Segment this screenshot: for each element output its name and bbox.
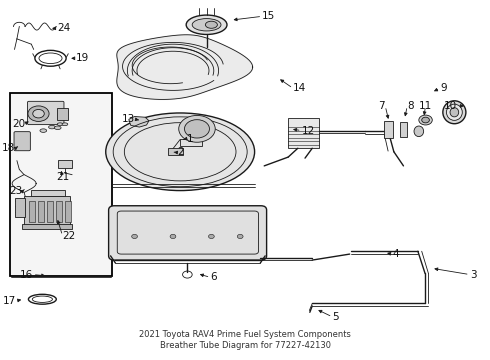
Text: 10: 10	[444, 101, 457, 111]
Bar	[384, 121, 393, 138]
FancyBboxPatch shape	[109, 206, 267, 260]
Ellipse shape	[446, 104, 462, 120]
Bar	[288, 118, 319, 148]
Text: 4: 4	[392, 249, 398, 259]
Bar	[58, 160, 72, 168]
Ellipse shape	[414, 126, 424, 136]
Ellipse shape	[106, 113, 255, 190]
Polygon shape	[129, 117, 149, 127]
Bar	[22, 224, 72, 229]
Ellipse shape	[57, 123, 63, 126]
Ellipse shape	[205, 21, 218, 28]
Bar	[24, 196, 70, 225]
Text: 21: 21	[56, 172, 69, 182]
Circle shape	[33, 109, 44, 118]
Text: 17: 17	[3, 296, 17, 306]
Text: 19: 19	[76, 53, 89, 63]
Text: 23: 23	[9, 186, 22, 196]
Text: 3: 3	[470, 270, 476, 280]
Polygon shape	[180, 139, 202, 147]
Text: 9: 9	[440, 83, 446, 93]
Circle shape	[170, 234, 176, 239]
Ellipse shape	[186, 15, 227, 35]
Bar	[57, 108, 68, 120]
Text: Breather Tube Diagram for 77227-42130: Breather Tube Diagram for 77227-42130	[160, 341, 330, 350]
Bar	[38, 201, 44, 222]
Ellipse shape	[40, 129, 47, 132]
Bar	[16, 198, 25, 217]
Bar	[400, 122, 407, 137]
Text: 13: 13	[122, 114, 136, 124]
Circle shape	[28, 106, 49, 121]
FancyBboxPatch shape	[27, 101, 64, 125]
Ellipse shape	[450, 108, 459, 117]
Circle shape	[422, 117, 429, 123]
Bar	[10, 93, 112, 276]
Text: 11: 11	[419, 101, 432, 111]
Polygon shape	[117, 35, 253, 99]
Text: 5: 5	[332, 312, 339, 322]
Bar	[56, 201, 62, 222]
Ellipse shape	[54, 126, 61, 130]
Bar	[65, 201, 71, 222]
Text: 7: 7	[379, 101, 385, 111]
Text: 18: 18	[2, 143, 16, 153]
Text: 1: 1	[186, 134, 193, 144]
Ellipse shape	[443, 101, 466, 124]
Bar	[168, 148, 183, 155]
Text: 22: 22	[63, 231, 76, 241]
Text: 2021 Toyota RAV4 Prime Fuel System Components: 2021 Toyota RAV4 Prime Fuel System Compo…	[139, 330, 351, 339]
Circle shape	[132, 234, 137, 239]
Circle shape	[209, 234, 214, 239]
FancyBboxPatch shape	[14, 132, 30, 151]
Text: 2: 2	[177, 148, 183, 157]
Text: 12: 12	[302, 126, 315, 136]
Bar	[29, 201, 35, 222]
Circle shape	[237, 234, 243, 239]
Text: 20: 20	[12, 118, 25, 129]
Circle shape	[185, 120, 209, 138]
Ellipse shape	[49, 125, 55, 129]
Text: 6: 6	[210, 273, 217, 282]
Text: 8: 8	[407, 101, 414, 111]
Circle shape	[419, 115, 432, 125]
Circle shape	[179, 116, 215, 142]
Ellipse shape	[62, 123, 68, 126]
Ellipse shape	[192, 19, 221, 31]
Text: 14: 14	[293, 83, 306, 93]
Bar	[31, 190, 65, 196]
Text: 16: 16	[20, 270, 33, 280]
Text: 24: 24	[57, 23, 70, 33]
Bar	[47, 201, 53, 222]
Text: 15: 15	[262, 11, 275, 21]
